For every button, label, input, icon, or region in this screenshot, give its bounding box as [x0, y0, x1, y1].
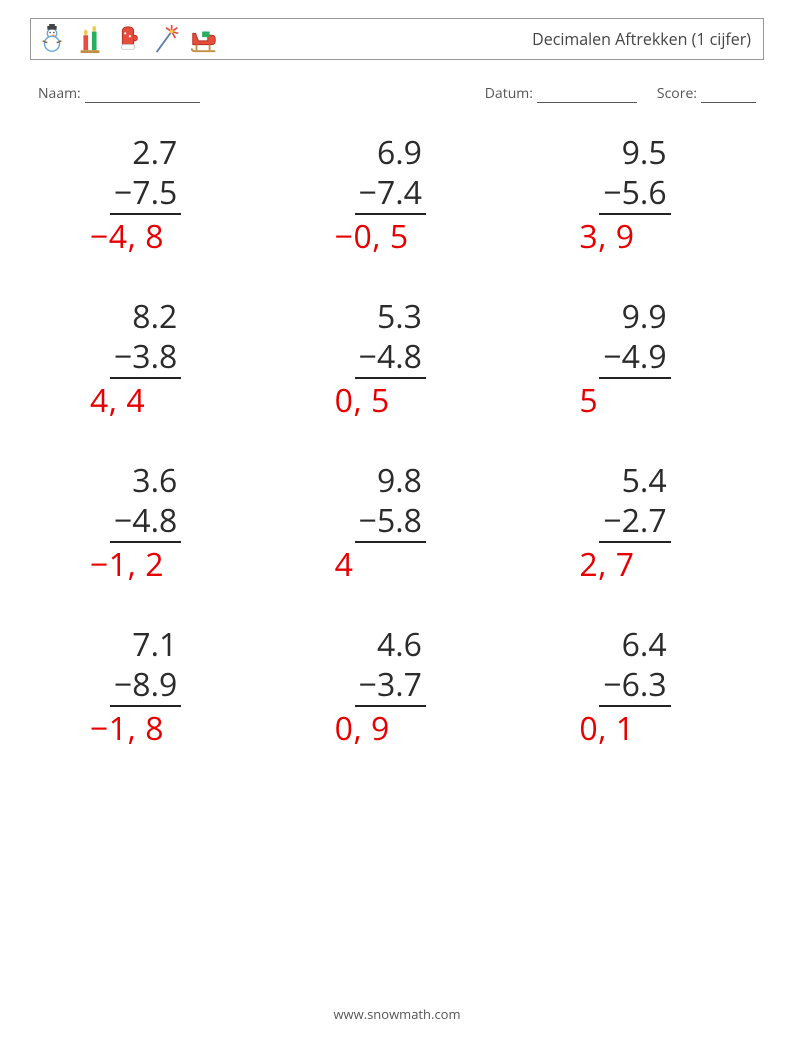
- answer: 4, 4: [90, 381, 255, 421]
- subtrahend: −4.8: [110, 501, 181, 543]
- subtrahend: −8.9: [110, 665, 181, 707]
- problem-8: 9.8−5.84: [295, 461, 500, 585]
- problem-5: 5.3−4.80, 5: [295, 297, 500, 421]
- problem-stack: 9.8−5.8: [355, 461, 426, 543]
- problem-4: 8.2−3.84, 4: [50, 297, 255, 421]
- minuend: 5.3: [355, 297, 426, 337]
- date-blank[interactable]: [537, 86, 637, 103]
- subtrahend: −6.3: [599, 665, 670, 707]
- answer: −1, 8: [90, 709, 255, 749]
- problem-2: 6.9−7.4−0, 5: [295, 133, 500, 257]
- header-bar: Decimalen Aftrekken (1 cijfer): [30, 18, 764, 60]
- problem-stack: 5.3−4.8: [355, 297, 426, 379]
- problems-grid: 2.7−7.5−4, 86.9−7.4−0, 59.5−5.63, 98.2−3…: [50, 133, 744, 749]
- problem-stack: 6.9−7.4: [355, 133, 426, 215]
- answer: −1, 2: [90, 545, 255, 585]
- answer: 2, 7: [579, 545, 744, 585]
- minuend: 8.2: [110, 297, 181, 337]
- score-blank[interactable]: [701, 86, 756, 103]
- firework-icon: [151, 24, 181, 54]
- subtrahend: −2.7: [599, 501, 670, 543]
- candles-icon: [75, 24, 105, 54]
- problem-3: 9.5−5.63, 9: [539, 133, 744, 257]
- problem-stack: 6.4−6.3: [599, 625, 670, 707]
- answer: 0, 5: [335, 381, 500, 421]
- answer: −4, 8: [90, 217, 255, 257]
- header-icons: [37, 24, 219, 54]
- problem-6: 9.9−4.95: [539, 297, 744, 421]
- name-field: Naam:: [38, 84, 200, 103]
- problem-11: 4.6−3.70, 9: [295, 625, 500, 749]
- score-label: Score:: [657, 84, 697, 103]
- minuend: 6.4: [599, 625, 670, 665]
- problem-stack: 3.6−4.8: [110, 461, 181, 543]
- mitten-icon: [113, 24, 143, 54]
- subtrahend: −4.8: [355, 337, 426, 379]
- minuend: 7.1: [110, 625, 181, 665]
- problem-9: 5.4−2.72, 7: [539, 461, 744, 585]
- subtrahend: −7.5: [110, 173, 181, 215]
- subtrahend: −7.4: [355, 173, 426, 215]
- minuend: 4.6: [355, 625, 426, 665]
- minuend: 9.9: [599, 297, 670, 337]
- problem-stack: 2.7−7.5: [110, 133, 181, 215]
- problem-stack: 9.9−4.9: [599, 297, 670, 379]
- problem-12: 6.4−6.30, 1: [539, 625, 744, 749]
- date-field: Datum:: [485, 84, 637, 103]
- date-label: Datum:: [485, 84, 533, 103]
- problem-stack: 4.6−3.7: [355, 625, 426, 707]
- minuend: 9.5: [599, 133, 670, 173]
- problem-stack: 8.2−3.8: [110, 297, 181, 379]
- problem-7: 3.6−4.8−1, 2: [50, 461, 255, 585]
- footer-url: www.snowmath.com: [0, 1005, 794, 1023]
- name-blank[interactable]: [85, 86, 200, 103]
- answer: 0, 9: [335, 709, 500, 749]
- answer: 4: [335, 545, 500, 585]
- minuend: 3.6: [110, 461, 181, 501]
- answer: 5: [579, 381, 744, 421]
- answer: 3, 9: [579, 217, 744, 257]
- answer: 0, 1: [579, 709, 744, 749]
- score-field: Score:: [657, 84, 756, 103]
- answer: −0, 5: [335, 217, 500, 257]
- subtrahend: −5.8: [355, 501, 426, 543]
- worksheet-title: Decimalen Aftrekken (1 cijfer): [532, 28, 751, 50]
- minuend: 6.9: [355, 133, 426, 173]
- problem-10: 7.1−8.9−1, 8: [50, 625, 255, 749]
- problem-stack: 5.4−2.7: [599, 461, 670, 543]
- minuend: 2.7: [110, 133, 181, 173]
- problem-stack: 9.5−5.6: [599, 133, 670, 215]
- subtrahend: −4.9: [599, 337, 670, 379]
- subtrahend: −3.7: [355, 665, 426, 707]
- subtrahend: −5.6: [599, 173, 670, 215]
- name-label: Naam:: [38, 84, 81, 103]
- sleigh-icon: [189, 24, 219, 54]
- subtrahend: −3.8: [110, 337, 181, 379]
- snowman-icon: [37, 24, 67, 54]
- meta-row: Naam: Datum: Score:: [38, 84, 756, 103]
- problem-1: 2.7−7.5−4, 8: [50, 133, 255, 257]
- minuend: 5.4: [599, 461, 670, 501]
- problem-stack: 7.1−8.9: [110, 625, 181, 707]
- minuend: 9.8: [355, 461, 426, 501]
